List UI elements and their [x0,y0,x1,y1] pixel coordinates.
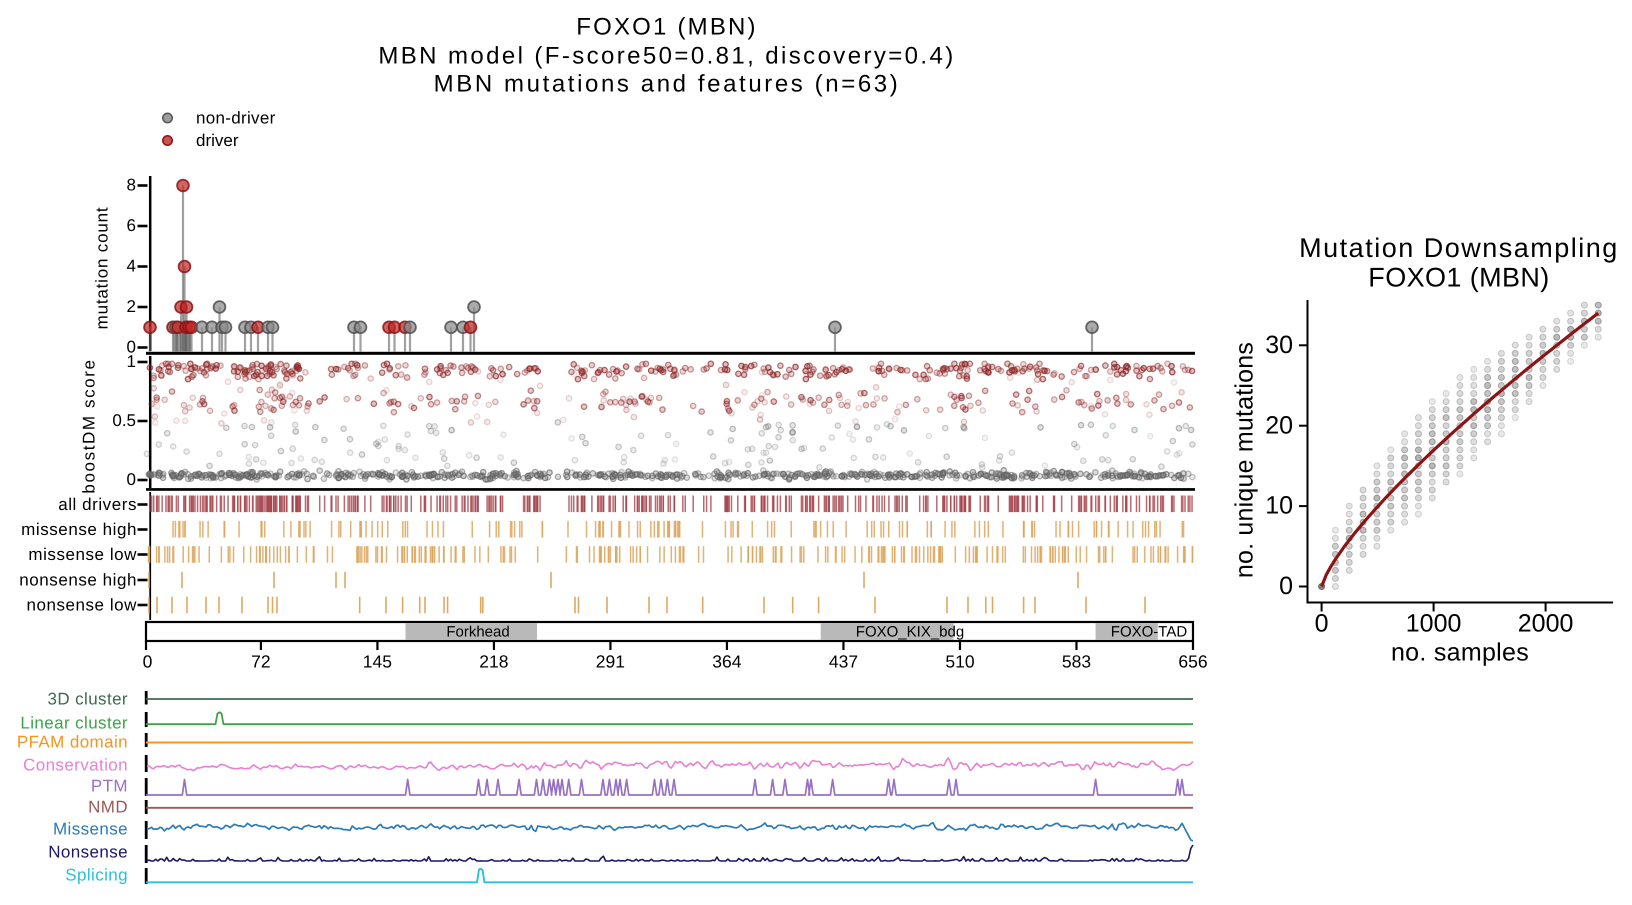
svg-text:0.5: 0.5 [112,411,136,430]
svg-text:all drivers: all drivers [58,495,137,514]
svg-text:291: 291 [596,652,625,672]
svg-text:0: 0 [143,652,153,672]
svg-text:Mutation Downsampling: Mutation Downsampling [1299,233,1619,263]
svg-text:2: 2 [127,297,136,316]
svg-text:MBN model (F-score50=0.81, dis: MBN model (F-score50=0.81, discovery=0.4… [378,42,955,69]
svg-text:218: 218 [479,652,508,672]
svg-text:Nonsense: Nonsense [48,842,128,861]
svg-text:Linear cluster: Linear cluster [20,713,128,732]
svg-text:nonsense high: nonsense high [19,570,137,589]
svg-text:Forkhead: Forkhead [446,623,509,640]
svg-text:6: 6 [127,216,136,235]
svg-text:driver: driver [196,131,239,150]
svg-text:437: 437 [829,652,858,672]
svg-text:30: 30 [1265,331,1293,359]
svg-text:NMD: NMD [88,797,128,816]
svg-text:0: 0 [1279,572,1293,600]
svg-text:583: 583 [1062,652,1091,672]
svg-text:missense low: missense low [28,545,137,564]
svg-text:missense high: missense high [21,520,137,539]
svg-text:510: 510 [945,652,974,672]
svg-text:4: 4 [127,256,136,275]
svg-text:non-driver: non-driver [196,108,276,127]
svg-text:no. unique mutations: no. unique mutations [1231,342,1259,578]
svg-text:PTM: PTM [91,776,128,795]
svg-text:FOXO_KIX_bdg: FOXO_KIX_bdg [856,623,964,640]
svg-text:FOXO1 (MBN): FOXO1 (MBN) [576,13,758,40]
svg-text:1000: 1000 [1406,610,1462,638]
svg-text:FOXO1 (MBN): FOXO1 (MBN) [1368,263,1549,293]
svg-text:MBN mutations and features (n=: MBN mutations and features (n=63) [434,70,901,97]
svg-text:2000: 2000 [1518,610,1574,638]
svg-text:1: 1 [127,352,136,371]
svg-text:Missense: Missense [53,819,128,838]
svg-text:3D cluster: 3D cluster [47,689,128,708]
svg-text:0: 0 [127,337,136,356]
svg-text:145: 145 [363,652,392,672]
svg-text:Conservation: Conservation [23,755,128,774]
svg-text:656: 656 [1178,652,1207,672]
svg-text:PFAM domain: PFAM domain [17,732,128,751]
svg-text:mutation count: mutation count [92,207,111,330]
svg-text:FOXO-TAD: FOXO-TAD [1111,623,1188,640]
svg-text:no. samples: no. samples [1391,639,1529,667]
svg-text:72: 72 [251,652,270,672]
svg-text:Splicing: Splicing [65,865,128,884]
svg-text:0: 0 [1315,610,1329,638]
svg-text:20: 20 [1265,411,1293,439]
svg-text:boostDM score: boostDM score [79,358,98,493]
svg-text:10: 10 [1265,492,1293,520]
svg-text:nonsense low: nonsense low [26,595,137,614]
svg-text:8: 8 [127,175,136,194]
svg-text:364: 364 [712,652,741,672]
svg-text:0: 0 [127,470,136,489]
